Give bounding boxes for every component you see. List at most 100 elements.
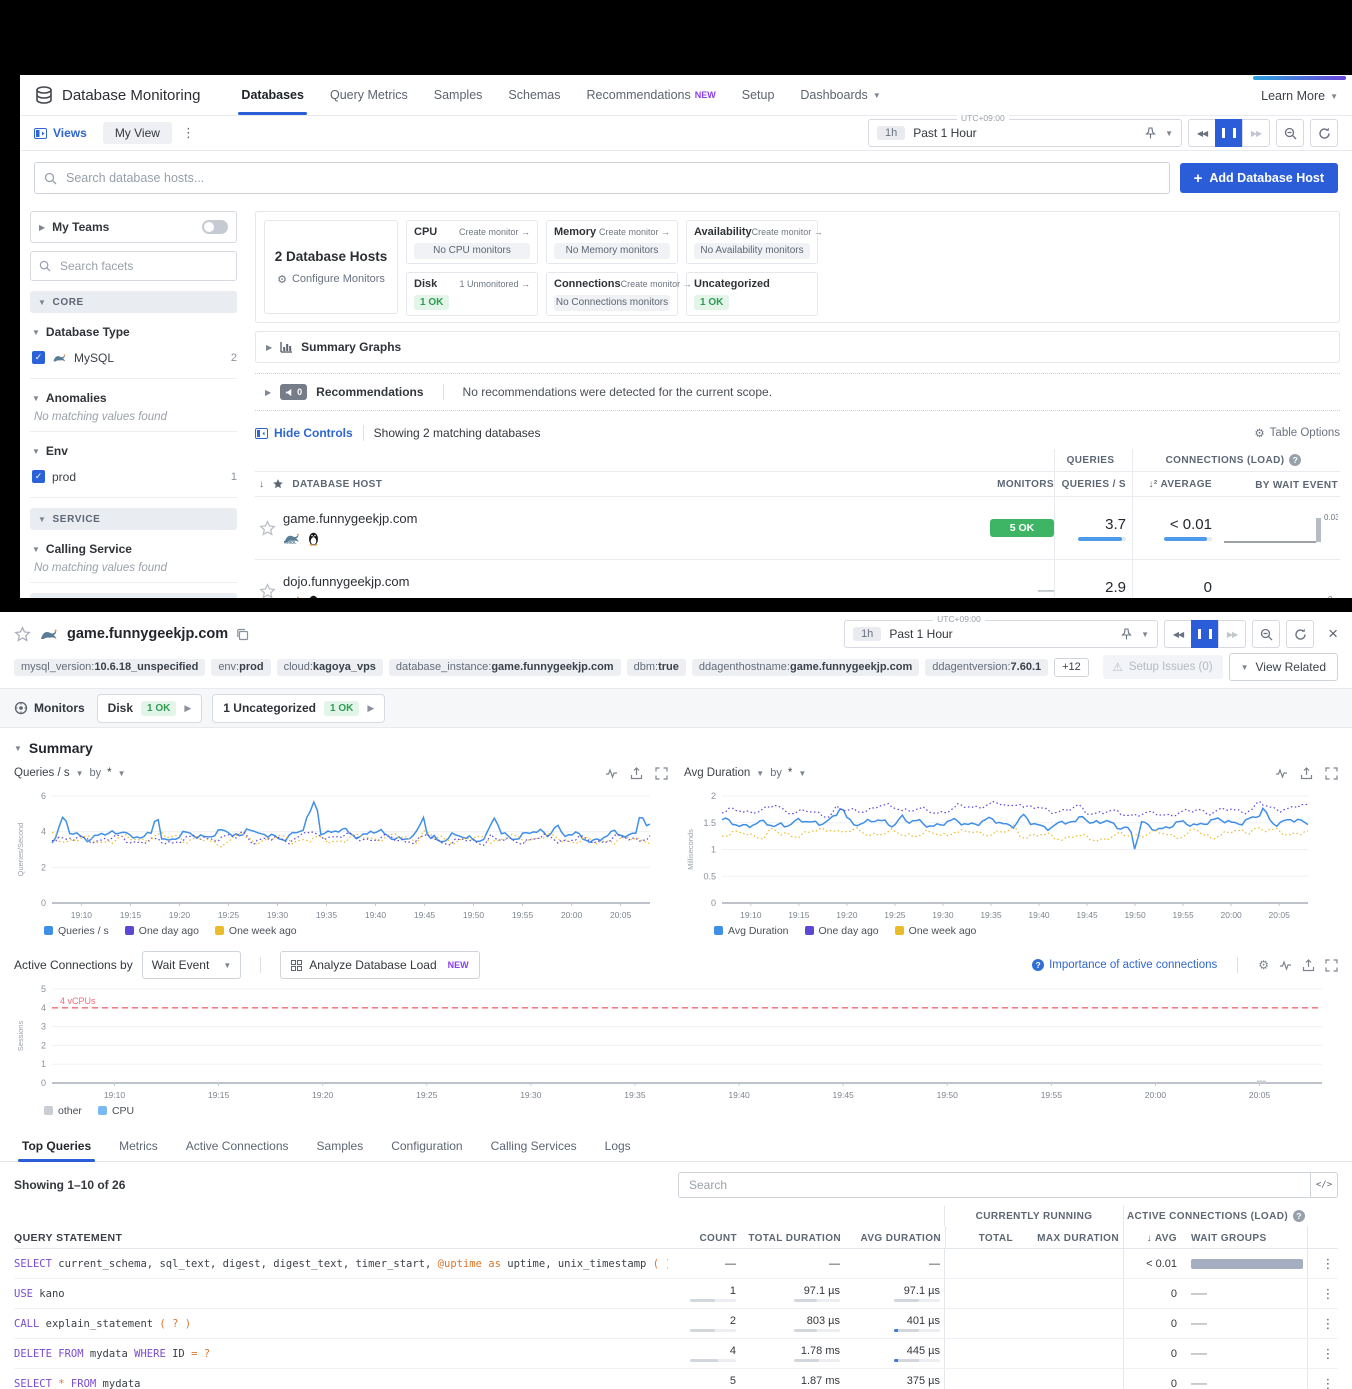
star-icon[interactable]	[272, 478, 284, 490]
facet-checkbox[interactable]: ✓	[32, 470, 45, 483]
table-row[interactable]: game.funnygeekjp.com MySQL 5 OK 3.7 < 0.01 0.…	[255, 496, 1340, 559]
my-teams-toggle-row[interactable]: ▶ My Teams	[30, 211, 237, 243]
group-by-selector[interactable]: *	[787, 767, 793, 779]
refresh-icon[interactable]	[1310, 119, 1338, 147]
tab-active-connections[interactable]: Active Connections	[185, 1139, 289, 1153]
query-statement[interactable]: DELETE FROM mydata WHERE ID = ?	[14, 1347, 211, 1360]
create-monitor-link[interactable]: Create monitor →	[458, 227, 530, 237]
col-total-duration[interactable]: TOTAL DURATION	[748, 1233, 841, 1244]
views-button[interactable]: Views	[34, 126, 87, 140]
more-tags-chip[interactable]: +12	[1054, 657, 1089, 677]
learn-more-button[interactable]: Learn More ▼	[1253, 76, 1346, 103]
facet-search-wrap[interactable]	[30, 251, 237, 281]
time-range-picker[interactable]: UTC+09:00 1h Past 1 Hour ▼	[844, 614, 1159, 648]
table-row[interactable]: CALL explain_statement ( ? ) 2 803 µs 401 µ…	[14, 1309, 1338, 1339]
host-tag[interactable]: ddagenthostname:game.funnygeekjp.com	[691, 658, 920, 676]
create-monitor-link[interactable]: Create monitor →	[598, 227, 670, 237]
host-search-input[interactable]	[64, 170, 1160, 186]
host-tag[interactable]: cloud:kagoya_vps	[276, 658, 383, 676]
export-icon[interactable]	[1300, 766, 1313, 780]
facet-title-anomalies[interactable]: ▼ Anomalies	[32, 391, 237, 405]
create-monitor-link[interactable]: 1 Unmonitored →	[459, 279, 530, 289]
facet-search-input[interactable]	[58, 258, 228, 274]
star-icon[interactable]	[14, 625, 31, 643]
queries-chart-selector[interactable]: Queries / s	[14, 767, 70, 779]
table-options-button[interactable]: ⚙ Table Options	[1254, 426, 1340, 440]
tab-top-queries[interactable]: Top Queries	[10, 1131, 103, 1162]
monitor-chip-1-uncategorized[interactable]: 1 Uncategorized 1 OK ▶	[212, 693, 386, 723]
col-queries-s[interactable]: QUERIES / S	[1054, 472, 1132, 496]
code-icon[interactable]: </>	[1311, 1172, 1338, 1198]
col-max-duration[interactable]: MAX DURATION	[1037, 1233, 1119, 1244]
gear-icon[interactable]: ⚙	[1258, 958, 1269, 972]
table-row[interactable]: USE kano 1 97.1 µs 97.1 µs 0— ⋮	[14, 1279, 1338, 1309]
time-preset-chip[interactable]: 1h	[853, 627, 882, 641]
legend-item-one-day-ago[interactable]: One day ago	[124, 925, 199, 937]
avg-duration-chart[interactable]: 0 0.5 1 1.5 2 Milliseconds 19:10 19:15 19:20 19:2…	[684, 788, 1338, 923]
close-icon[interactable]: ×	[1328, 624, 1338, 643]
col-query-statement[interactable]: QUERY STATEMENT	[14, 1232, 123, 1244]
importance-link[interactable]: ? Importance of active connections	[1032, 959, 1217, 971]
tab-setup[interactable]: Setup	[729, 75, 788, 115]
time-range-picker[interactable]: UTC+09:00 1h Past 1 Hour ▼	[868, 113, 1182, 147]
tab-metrics[interactable]: Metrics	[119, 1139, 158, 1153]
pulse-icon[interactable]	[1279, 959, 1292, 972]
host-link[interactable]: game.funnygeekjp.com	[283, 510, 418, 526]
time-preset-chip[interactable]: 1h	[877, 126, 906, 140]
expand-icon[interactable]	[1325, 766, 1338, 780]
sort-arrow-icon[interactable]: ↓	[259, 478, 265, 490]
host-tag[interactable]: database_instance:game.funnygeekjp.com	[388, 658, 621, 676]
legend-item-one-week-ago[interactable]: One week ago	[214, 925, 297, 937]
col-running-total[interactable]: TOTAL	[945, 1226, 1017, 1248]
facet-item-prod[interactable]: ✓ prod 1	[30, 464, 237, 489]
host-tag[interactable]: dbm:true	[626, 658, 686, 676]
pulse-icon[interactable]	[1275, 767, 1288, 780]
kebab-menu-icon[interactable]: ⋮	[1321, 1255, 1335, 1271]
col-wait-groups[interactable]: WAIT GROUPS	[1191, 1233, 1267, 1244]
hide-controls-button[interactable]: Hide Controls	[255, 426, 353, 440]
legend-item-one-week-ago[interactable]: One week ago	[894, 925, 976, 937]
kebab-menu-icon[interactable]: ⋮	[1321, 1375, 1335, 1389]
summary-section-toggle[interactable]: ▼ Summary	[0, 728, 1352, 758]
zoom-out-icon[interactable]	[1276, 119, 1304, 147]
tab-databases[interactable]: Databases	[228, 75, 317, 115]
chevron-down-icon[interactable]: ▼	[1141, 629, 1150, 639]
view-related-button[interactable]: ▼ View Related	[1228, 653, 1338, 681]
facet-checkbox[interactable]: ✓	[32, 351, 45, 364]
help-icon[interactable]: ?	[1289, 454, 1302, 466]
legend-item-queries-s[interactable]: Queries / s	[44, 925, 109, 937]
backward-icon[interactable]: ◀◀	[1188, 119, 1215, 147]
facet-title-database-type[interactable]: ▼ Database Type	[32, 325, 237, 339]
analyze-database-load-button[interactable]: Analyze Database Load NEW	[280, 951, 480, 979]
host-tag[interactable]: mysql_version:10.6.18_unspecified	[14, 658, 206, 676]
facet-title-calling-service[interactable]: ▼ Calling Service	[32, 542, 237, 556]
tab-samples[interactable]: Samples	[421, 75, 496, 115]
col-by-wait-event[interactable]: BY WAIT EVENT	[1255, 480, 1338, 491]
create-monitor-link[interactable]: Create monitor →	[751, 227, 823, 237]
chevron-down-icon[interactable]: ▼	[1165, 128, 1173, 138]
current-view-chip[interactable]: My View	[102, 122, 172, 144]
host-tag[interactable]: env:prod	[211, 658, 271, 676]
active-connections-chart[interactable]: 0 1 2 3 4 5 Sessions 19:10 19:15 19:20 19:25 19:30 1…	[14, 981, 1338, 1103]
add-database-host-button[interactable]: + Add Database Host	[1179, 163, 1338, 193]
tab-logs[interactable]: Logs	[604, 1139, 631, 1153]
recommendations-row[interactable]: ▶ 0 Recommendations No recommendations w…	[255, 373, 1340, 411]
group-by-selector[interactable]: *	[107, 767, 112, 779]
tab-dashboards[interactable]: Dashboards ▼	[787, 75, 893, 115]
query-statement[interactable]: USE kano	[14, 1287, 65, 1300]
monitor-chip-disk[interactable]: Disk 1 OK ▶	[96, 693, 203, 723]
host-link[interactable]: dojo.funnygeekjp.com	[283, 573, 410, 589]
host-tag[interactable]: ddagentversion:7.60.1	[925, 658, 1049, 676]
pause-icon[interactable]	[1215, 119, 1242, 147]
host-search-input-wrap[interactable]	[34, 162, 1170, 194]
legend-item-cpu[interactable]: CPU	[97, 1105, 134, 1117]
forward-icon[interactable]: ▶▶	[1242, 119, 1270, 147]
refresh-icon[interactable]	[1286, 620, 1315, 648]
star-icon[interactable]	[259, 519, 276, 537]
pause-icon[interactable]	[1191, 620, 1219, 648]
pin-icon[interactable]	[1121, 628, 1132, 640]
summary-graphs-row[interactable]: ▶ Summary Graphs	[255, 331, 1340, 363]
expand-icon[interactable]	[655, 766, 668, 780]
kebab-menu-icon[interactable]: ⋮	[1321, 1285, 1335, 1301]
kebab-menu-icon[interactable]: ⋮	[1321, 1315, 1335, 1331]
